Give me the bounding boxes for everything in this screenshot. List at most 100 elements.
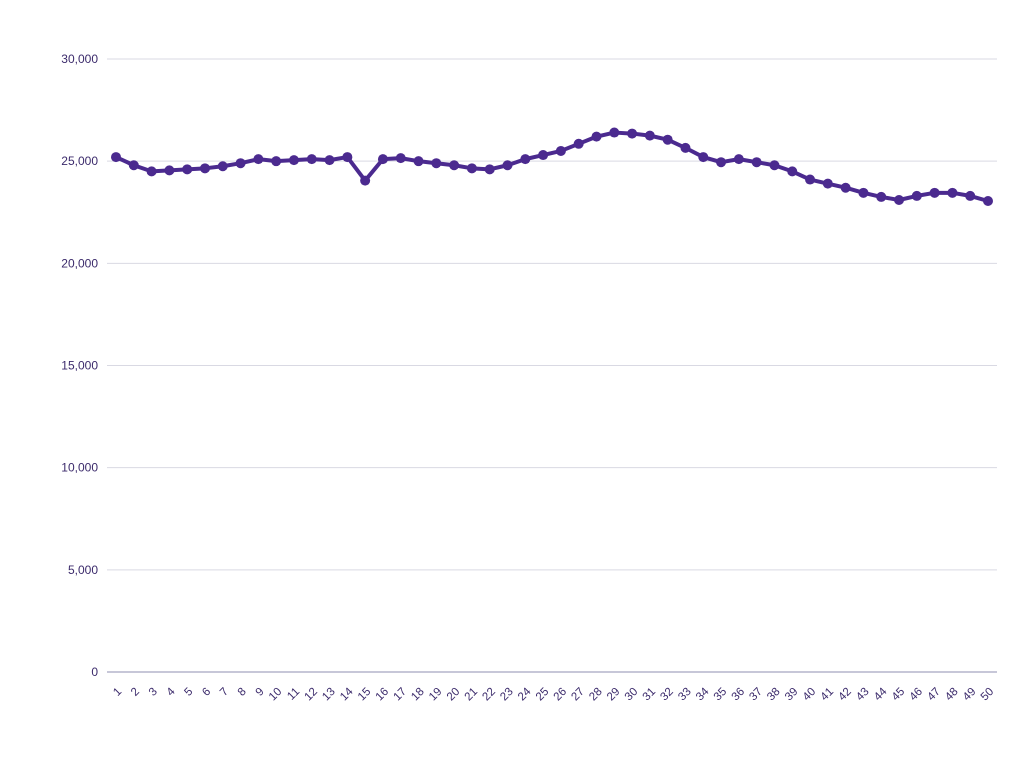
- y-tick-label: 0: [91, 665, 98, 679]
- data-point: [965, 190, 976, 201]
- x-tick-label: 39: [783, 686, 801, 704]
- data-point: [111, 152, 121, 163]
- x-tick-label: 48: [943, 686, 961, 704]
- x-tick-label: 35: [712, 686, 730, 704]
- x-tick-label: 17: [391, 686, 409, 704]
- x-tick-label: 18: [409, 686, 427, 704]
- data-point: [911, 190, 922, 201]
- x-tick-label: 32: [658, 686, 676, 704]
- data-point: [199, 163, 210, 174]
- data-point: [413, 156, 424, 167]
- data-point: [288, 155, 299, 166]
- data-point: [271, 156, 282, 167]
- data-point: [146, 166, 157, 177]
- data-point: [502, 160, 513, 171]
- data-point: [182, 164, 193, 175]
- data-point: [431, 158, 442, 169]
- x-tick-label: 49: [961, 686, 979, 704]
- x-tick-label: 43: [854, 686, 872, 704]
- x-tick-label: 15: [356, 686, 374, 704]
- x-tick-label: 42: [836, 686, 854, 704]
- data-point: [894, 194, 905, 205]
- x-tick-label: 45: [890, 686, 908, 704]
- data-point: [217, 161, 228, 172]
- data-point: [751, 157, 762, 168]
- x-tick-label: 20: [445, 686, 463, 704]
- data-point: [947, 187, 958, 198]
- data-point: [377, 154, 388, 165]
- y-tick-label: 20,000: [61, 256, 98, 270]
- x-tick-label: 38: [765, 686, 783, 704]
- x-tick-label: 29: [605, 686, 623, 704]
- x-tick-label: 30: [623, 686, 641, 704]
- x-tick-label: 12: [302, 686, 320, 704]
- data-point: [573, 138, 584, 149]
- data-point: [983, 196, 993, 207]
- data-point: [876, 191, 887, 202]
- x-tick-label: 4: [165, 685, 178, 698]
- data-point: [324, 155, 335, 166]
- data-point: [733, 154, 744, 165]
- x-tick-label: 13: [320, 686, 338, 704]
- data-point: [680, 142, 691, 153]
- x-tick-label: 31: [641, 686, 659, 704]
- y-tick-label: 15,000: [61, 359, 98, 373]
- data-point: [360, 175, 371, 186]
- data-point: [164, 165, 175, 176]
- x-tick-label: 24: [516, 685, 534, 703]
- data-point: [662, 134, 673, 145]
- x-tick-label: 8: [236, 686, 249, 699]
- y-tick-label: 25,000: [61, 154, 98, 168]
- y-tick-label: 30,000: [61, 52, 98, 66]
- data-point: [840, 182, 851, 193]
- x-tick-label: 28: [587, 686, 605, 704]
- data-point: [466, 163, 477, 174]
- data-point: [342, 152, 353, 163]
- x-tick-label: 16: [374, 686, 392, 704]
- data-point: [858, 187, 869, 198]
- data-point: [484, 164, 495, 175]
- y-axis-tick-labels: 0 5,000 10,000 15,000 20,000 25,000 30,000: [61, 52, 98, 679]
- x-tick-label: 27: [569, 686, 587, 704]
- x-tick-label: 50: [979, 686, 997, 704]
- data-point: [644, 130, 655, 141]
- data-point: [787, 166, 798, 177]
- data-point: [128, 160, 139, 171]
- x-tick-label: 7: [218, 686, 231, 699]
- data-point: [520, 154, 531, 165]
- x-tick-label: 36: [730, 686, 748, 704]
- data-point: [698, 152, 709, 163]
- data-point: [805, 174, 816, 185]
- series-1: [111, 127, 993, 207]
- data-point: [716, 157, 727, 168]
- x-tick-label: 46: [908, 686, 926, 704]
- x-tick-label: 44: [872, 685, 890, 703]
- x-tick-label: 11: [285, 686, 302, 703]
- data-point: [591, 131, 602, 142]
- data-point: [555, 145, 566, 156]
- data-point: [609, 127, 620, 138]
- x-tick-label: 5: [182, 686, 195, 699]
- x-tick-label: 19: [427, 686, 445, 704]
- x-tick-label: 41: [819, 686, 837, 704]
- x-tick-label: 9: [254, 686, 267, 699]
- x-axis-tick-labels: 1 2 3 4 5 6 7 8 9 10 11 12 13 14 15 16 17 18 19 20 21 22 23 24 2…: [111, 685, 996, 703]
- data-point: [395, 153, 406, 164]
- x-tick-label: 3: [147, 686, 160, 699]
- y-tick-label: 10,000: [61, 461, 98, 475]
- x-tick-label: 33: [676, 686, 694, 704]
- x-tick-label: 25: [534, 686, 552, 704]
- x-tick-label: 2: [129, 686, 142, 699]
- x-tick-label: 22: [480, 686, 498, 704]
- x-tick-label: 10: [267, 686, 285, 704]
- data-point: [449, 160, 460, 171]
- x-tick-label: 47: [925, 686, 943, 704]
- data-point: [235, 158, 246, 169]
- data-point: [769, 160, 780, 171]
- x-tick-label: 6: [200, 686, 213, 699]
- x-tick-label: 14: [338, 685, 356, 703]
- data-point: [822, 178, 833, 189]
- data-point: [538, 150, 549, 161]
- data-point: [253, 154, 264, 165]
